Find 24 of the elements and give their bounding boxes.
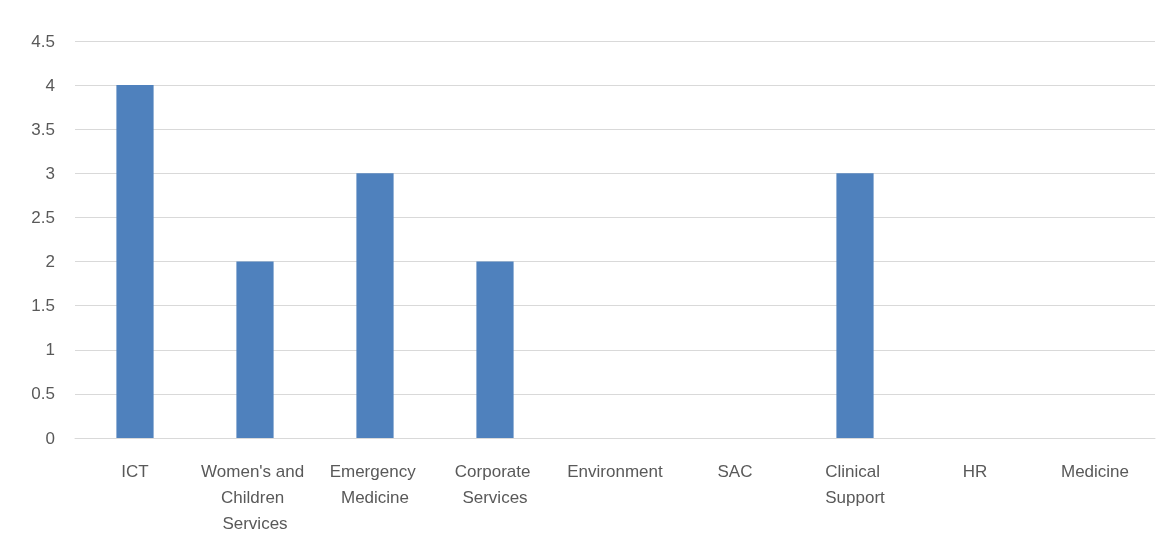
x-tick-label: ICT [121, 461, 149, 481]
y-tick-label: 3.5 [31, 119, 55, 139]
y-tick-label: 1.5 [31, 296, 55, 316]
y-tick-label: 0 [45, 428, 55, 448]
x-tick-label: Environment [567, 461, 663, 481]
x-tick-label: Women's and Children Services [201, 461, 309, 533]
y-tick-label: 2.5 [31, 207, 55, 227]
x-tick-label: HR [962, 461, 988, 481]
bar [836, 173, 874, 438]
bar [116, 85, 154, 438]
bar [236, 261, 274, 438]
bar [356, 173, 394, 438]
y-tick-label: 4.5 [31, 31, 55, 51]
x-tick-label: Corporate Services [454, 461, 536, 507]
y-tick-label: 2 [45, 252, 55, 272]
y-tick-label: 0.5 [31, 384, 55, 404]
x-tick-label: Emergency Medicine [329, 461, 421, 507]
y-tick-label: 1 [45, 340, 55, 360]
bar [476, 261, 514, 438]
x-tick-label: Clinical Support [825, 461, 886, 507]
x-tick-label: SAC [717, 461, 753, 481]
x-tick-label: Medicine [1060, 461, 1130, 481]
y-tick-label: 4 [45, 75, 55, 95]
y-tick-label: 3 [45, 163, 55, 183]
